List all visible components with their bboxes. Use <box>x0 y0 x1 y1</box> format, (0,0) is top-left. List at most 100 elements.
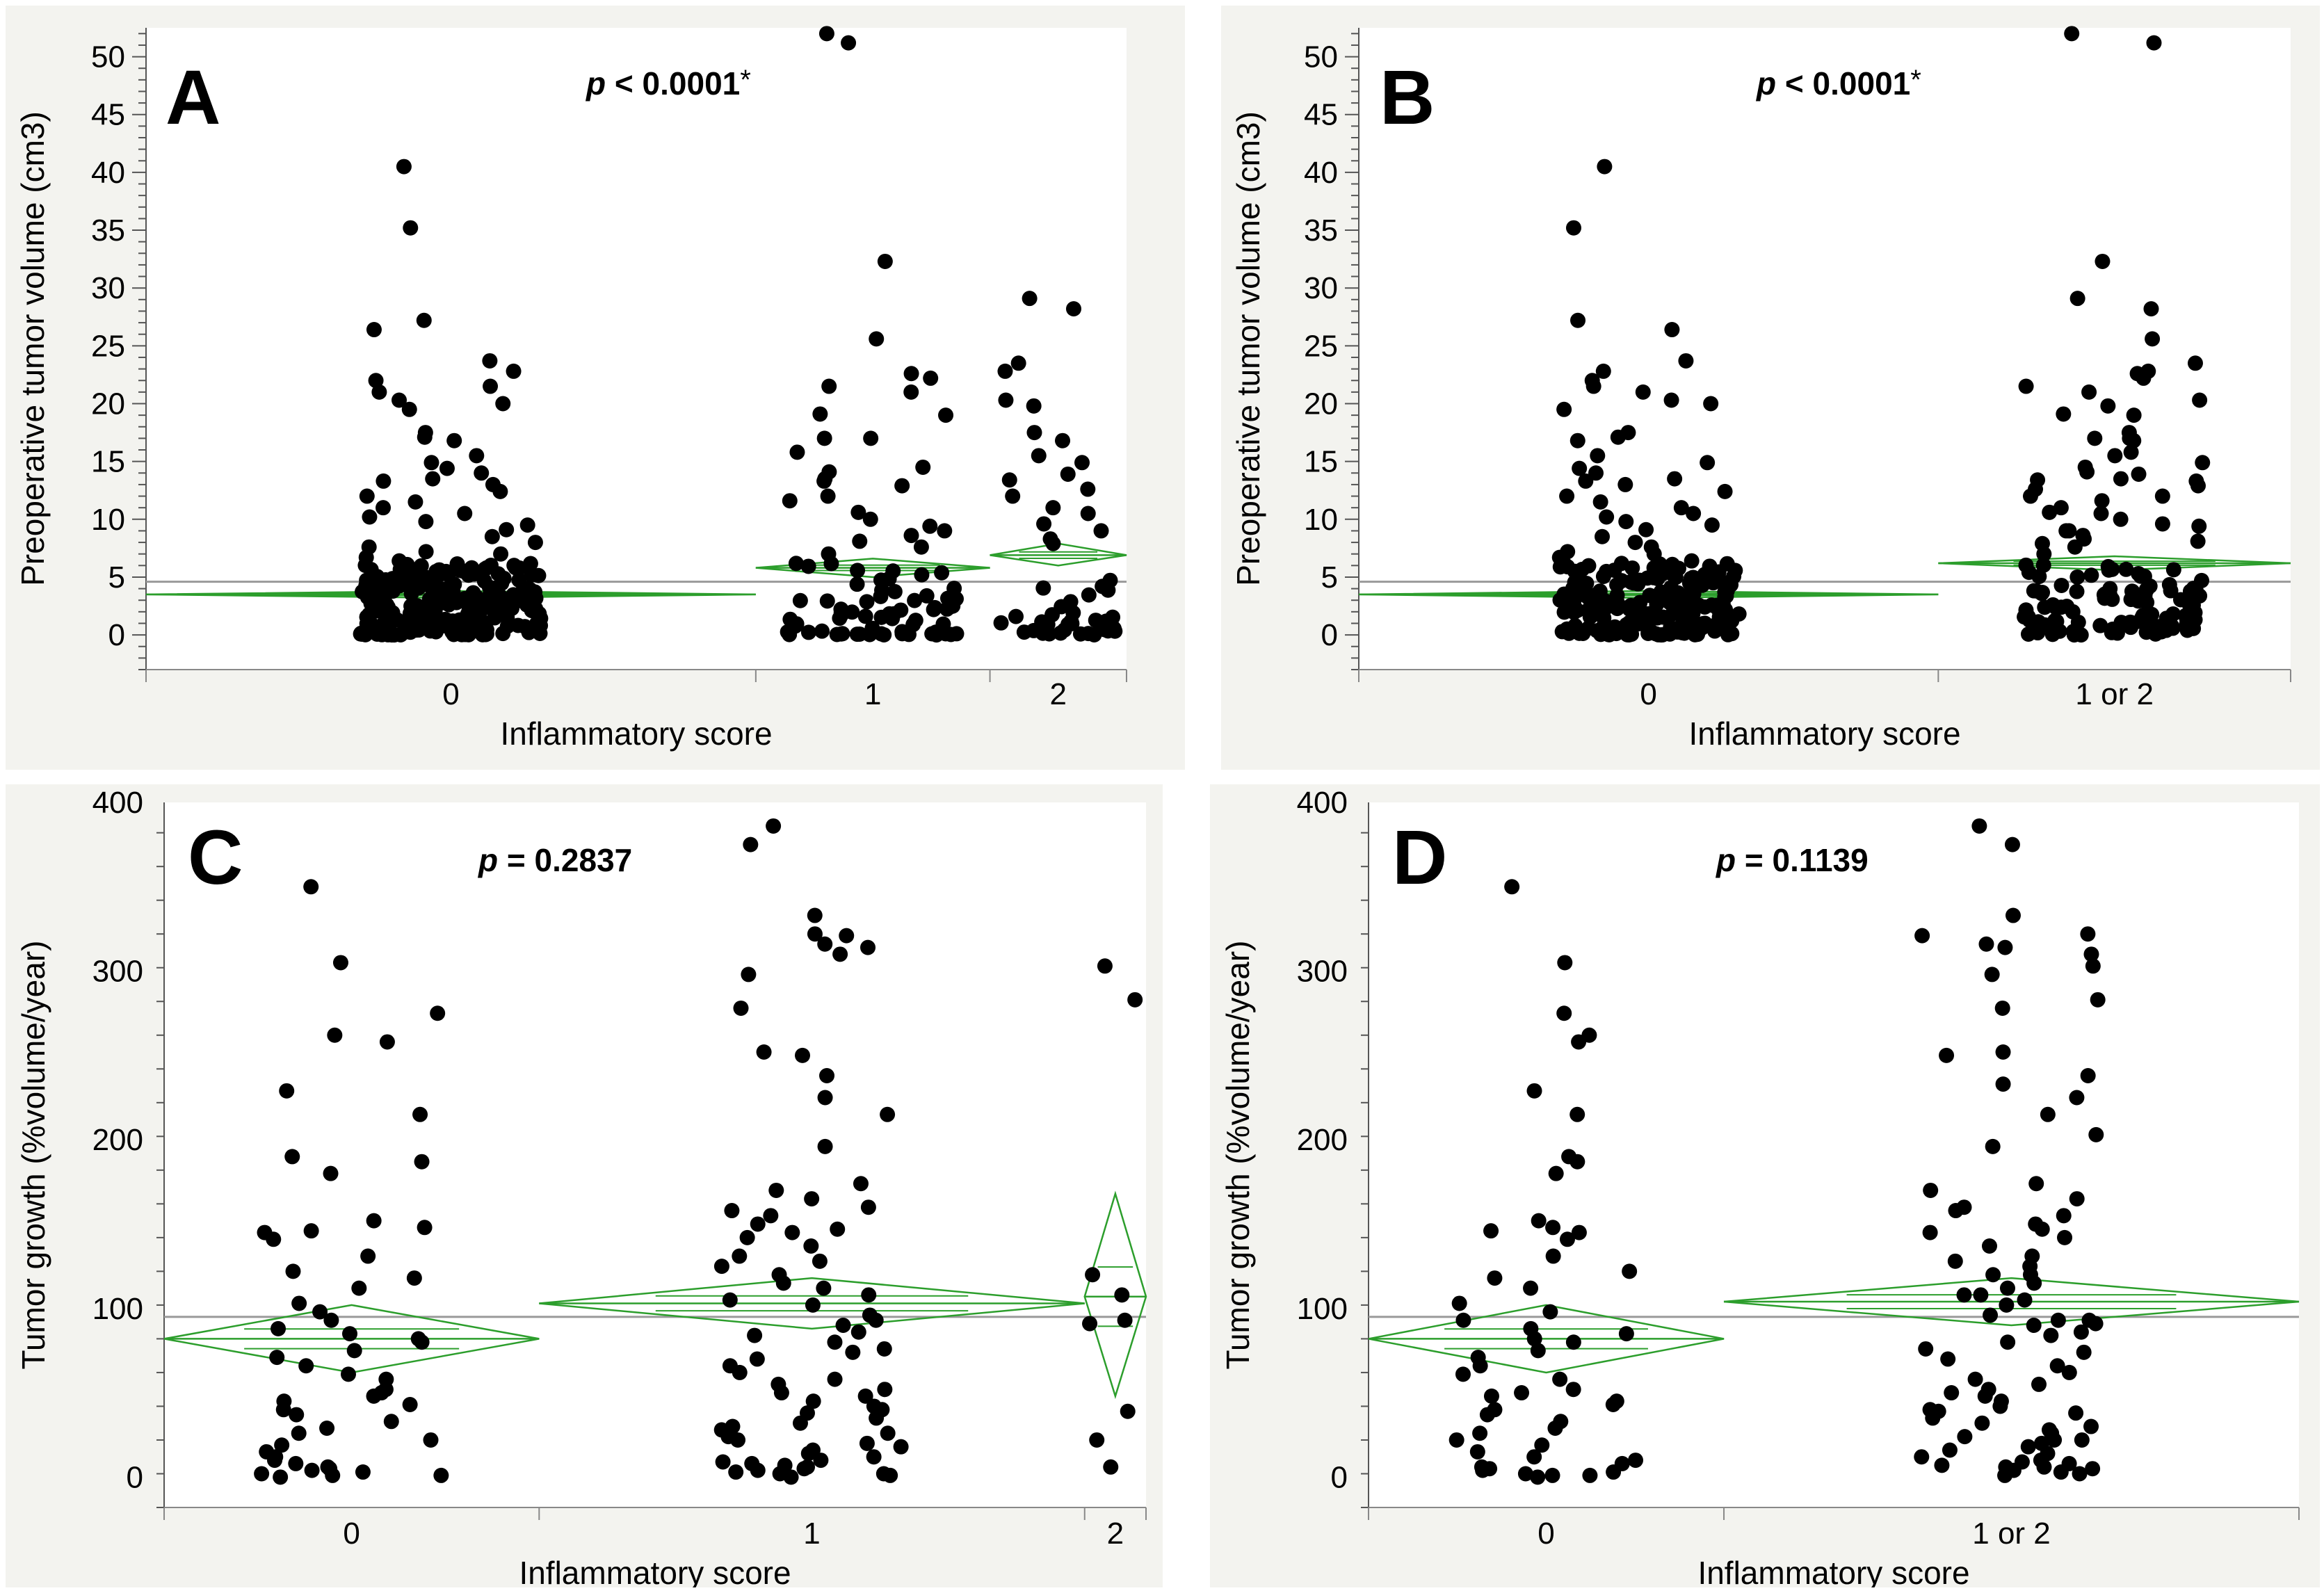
data-point <box>782 493 798 509</box>
data-point <box>894 478 910 494</box>
data-point <box>274 1437 290 1453</box>
y-tick-label: 40 <box>91 156 125 190</box>
chart-B: 0 5 10 15 20 25 30 35 40 45 50 Preoperative tumor v… <box>1230 26 2291 752</box>
x-tick-label: 2 <box>1107 1517 1124 1551</box>
data-point <box>903 366 919 382</box>
p-value: p = 0.2837 <box>477 842 632 878</box>
data-point <box>2053 500 2069 516</box>
y-tick-label: 0 <box>1331 1460 1348 1494</box>
data-point <box>1556 401 1572 417</box>
data-point <box>1085 1267 1101 1283</box>
data-point <box>750 1216 766 1232</box>
data-point <box>741 967 757 983</box>
p-value-label: p <box>1755 65 1776 102</box>
data-point <box>266 1231 282 1247</box>
data-point <box>784 1224 800 1240</box>
data-point <box>2134 610 2150 626</box>
data-point <box>1978 936 1994 952</box>
p-value-label: p <box>1715 842 1736 878</box>
data-point <box>359 488 375 504</box>
data-point <box>494 575 510 591</box>
data-point <box>403 624 419 640</box>
panel-B: 0 5 10 15 20 25 30 35 40 45 50 Preoperative tumor v… <box>1221 6 2320 770</box>
group-2 <box>990 291 1127 643</box>
panel-A: 0 5 10 15 20 25 30 35 40 45 50 Preoperative tumor v… <box>6 6 1185 770</box>
data-point <box>1957 1429 1973 1445</box>
data-point <box>1642 606 1658 622</box>
data-point <box>733 1000 749 1016</box>
x-tick-label: 1 or 2 <box>2075 677 2154 711</box>
data-point <box>2165 606 2181 622</box>
data-point <box>1008 608 1024 624</box>
data-point <box>789 444 805 460</box>
data-point <box>756 1044 772 1060</box>
data-point <box>2083 1418 2099 1434</box>
data-point <box>722 1292 738 1308</box>
data-point <box>2056 406 2072 422</box>
data-point <box>887 583 903 599</box>
data-point <box>859 594 875 610</box>
data-point <box>2161 576 2177 592</box>
p-value-text: = 0.2837 <box>498 842 632 878</box>
y-tick-label: 20 <box>91 387 125 421</box>
data-point <box>782 611 798 627</box>
y-tick-label: 25 <box>1304 329 1338 363</box>
plot-area <box>146 28 1127 670</box>
data-point <box>849 626 865 642</box>
data-point <box>922 518 938 534</box>
data-point <box>288 1455 304 1471</box>
y-tick-label: 40 <box>1304 156 1338 190</box>
data-point <box>1565 1382 1581 1398</box>
p-value: p < 0.0001* <box>585 65 751 102</box>
data-point <box>366 322 382 338</box>
mean-diamond <box>1368 1304 1725 1374</box>
data-point <box>800 624 816 640</box>
data-point <box>893 1439 909 1455</box>
data-point <box>841 35 857 51</box>
y-tick-label: 400 <box>92 786 143 820</box>
data-point <box>423 1432 439 1448</box>
data-point <box>852 533 868 549</box>
data-point <box>1628 1453 1644 1469</box>
y-axis-title: Preoperative tumor volume (cm3) <box>15 111 51 586</box>
data-point <box>832 946 848 962</box>
x-axis-title: Inflammatory score <box>1697 1555 1969 1587</box>
data-point <box>474 465 490 481</box>
data-point <box>1700 455 1716 471</box>
p-value-text: < 0.0001 <box>606 65 740 102</box>
group-1-or-2 <box>1723 818 2300 1483</box>
data-point <box>2068 1405 2084 1421</box>
data-point <box>417 1220 433 1236</box>
data-point <box>2073 1324 2089 1340</box>
data-point <box>2050 1312 2066 1328</box>
data-point <box>816 473 832 489</box>
data-point <box>1914 928 1930 944</box>
y-tick-label: 30 <box>91 271 125 305</box>
data-point <box>1663 392 1679 408</box>
data-point <box>2069 291 2085 307</box>
data-point <box>2072 1466 2088 1482</box>
data-point <box>471 595 487 610</box>
p-value-star: * <box>1910 65 1921 95</box>
data-point <box>2074 1432 2090 1448</box>
data-point <box>1097 958 1113 974</box>
data-point <box>800 558 816 574</box>
data-point <box>396 159 412 175</box>
data-point <box>2191 518 2207 534</box>
data-point <box>1022 291 1038 307</box>
data-point <box>406 1270 422 1286</box>
data-point <box>1559 488 1575 504</box>
data-point <box>1089 1432 1105 1448</box>
data-point <box>1559 1231 1575 1247</box>
y-tick-label: 25 <box>91 329 125 363</box>
data-point <box>1948 1203 1964 1219</box>
data-point <box>1686 624 1702 640</box>
data-point <box>2092 617 2108 633</box>
data-point <box>873 609 889 625</box>
data-point <box>730 1432 746 1448</box>
data-point <box>800 1446 816 1462</box>
data-point <box>2188 582 2204 598</box>
data-point <box>850 1324 866 1340</box>
data-point <box>1984 967 2000 983</box>
